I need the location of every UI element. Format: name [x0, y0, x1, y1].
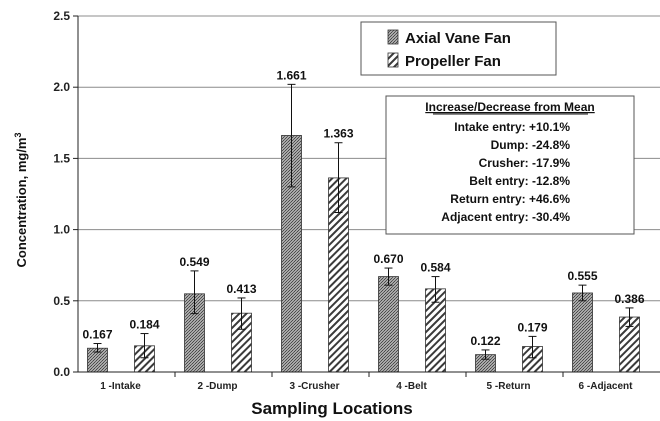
data-label: 1.363: [323, 127, 353, 141]
data-label: 1.661: [276, 68, 306, 82]
annotation-box: Increase/Decrease from Mean Intake entry…: [385, 95, 635, 235]
data-label: 0.555: [567, 269, 597, 283]
y-axis-title: Concentration, mg/m3: [13, 132, 29, 267]
x-tick-label: 5 -Return: [487, 381, 531, 392]
data-label: 0.549: [179, 255, 209, 269]
x-tick-label: 2 -Dump: [198, 381, 238, 392]
x-tick-label: 4 -Belt: [396, 381, 427, 392]
x-tick-label: 6 -Adjacent: [579, 381, 634, 392]
annotation-line-adjacent: Adjacent entry: -30.4%: [441, 210, 570, 224]
axes-layer: 0.0 0.5 1.0 1.5 2.0 2.5 1 -Intake 2 -Dump 3 -Cru…: [53, 9, 660, 392]
legend-swatch-propeller: [387, 52, 399, 68]
legend-label-axial: Axial Vane Fan: [405, 30, 511, 47]
data-label: 0.413: [226, 282, 256, 296]
y-tick-label: 2.5: [53, 9, 70, 23]
bar-axial-vane: [572, 292, 593, 373]
annotation-frame: [385, 95, 635, 235]
legend-swatch-axial: [387, 29, 399, 45]
data-label: 0.386: [614, 292, 644, 306]
legend-label-propeller: Propeller Fan: [405, 53, 501, 70]
error-bars-layer: [93, 83, 634, 360]
annotation-line-return: Return entry: +46.6%: [450, 192, 570, 206]
x-axis-title: Sampling Locations: [251, 399, 413, 418]
data-label: 0.179: [517, 320, 547, 334]
data-label: 0.670: [373, 252, 403, 266]
y-tick-label: 1.5: [53, 151, 70, 165]
data-label: 0.584: [420, 261, 450, 275]
annotation-line-intake: Intake entry: +10.1%: [454, 120, 570, 134]
bar-axial-vane: [378, 276, 399, 373]
legend: Axial Vane Fan Propeller Fan: [360, 21, 557, 76]
annotation-line-crusher: Crusher: -17.9%: [479, 156, 571, 170]
annotation-title: Increase/Decrease from Mean: [425, 100, 594, 114]
y-tick-label: 0.5: [53, 294, 70, 308]
y-tick-label: 1.0: [53, 223, 70, 237]
data-label: 0.167: [82, 328, 112, 342]
x-tick-label: 1 -Intake: [100, 381, 141, 392]
data-label: 0.122: [470, 334, 500, 348]
data-labels-layer: 0.167 0.549 1.661 0.670 0.122 0.555 0.184 0.413…: [82, 68, 644, 348]
x-tick-label: 3 -Crusher: [289, 381, 339, 392]
annotation-line-dump: Dump: -24.8%: [491, 138, 571, 152]
y-tick-label: 0.0: [53, 365, 70, 379]
data-label: 0.184: [129, 318, 159, 332]
y-tick-label: 2.0: [53, 80, 70, 94]
annotation-line-belt: Belt entry: -12.8%: [469, 174, 570, 188]
